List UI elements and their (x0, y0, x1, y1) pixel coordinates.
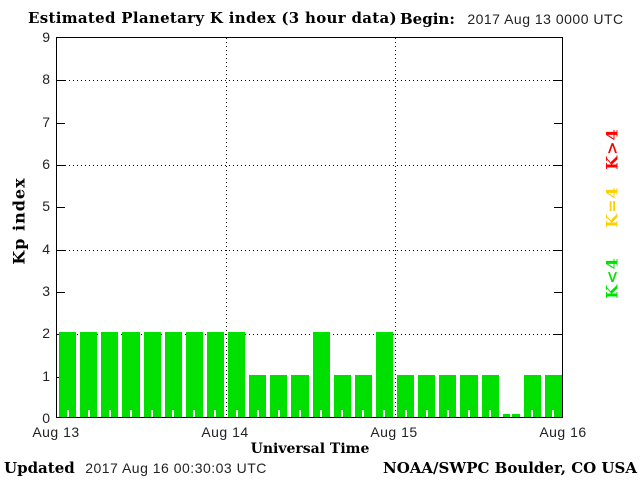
kp-bar-10 (270, 375, 288, 417)
kp-bar-20 (481, 375, 499, 417)
kp-bar-18 (439, 375, 457, 417)
x-axis-tick-22 (531, 410, 534, 417)
x-axis-tick-0 (66, 410, 69, 417)
kp-bar-14 (354, 375, 372, 417)
x-axis-tick-12 (320, 410, 323, 417)
kp-bar-6 (185, 332, 203, 417)
x-axis-tick-10 (277, 410, 280, 417)
x-axis-tick-18 (446, 410, 449, 417)
begin-value: 2017 Aug 13 0000 UTC (467, 11, 624, 27)
x-axis-tick-17 (425, 410, 428, 417)
kp-bar-19 (460, 375, 478, 417)
y-tick-label-4: 4 (42, 240, 50, 257)
y-tick-label-7: 7 (42, 113, 50, 130)
kp-bar-0 (59, 332, 77, 417)
y-tick-label-5: 5 (42, 198, 50, 215)
updated-value: 2017 Aug 16 00:30:03 UTC (85, 460, 267, 476)
x-axis-tick-15 (383, 410, 386, 417)
kp-bar-16 (397, 375, 415, 417)
kp-bar-17 (418, 375, 436, 417)
x-axis-tick-7 (214, 410, 217, 417)
kp-bar-9 (249, 375, 267, 417)
x-day-label-2: Aug 15 (370, 424, 418, 440)
kp-bar-8 (228, 332, 246, 417)
gridline-y-4 (57, 249, 562, 251)
kp-bar-7 (206, 332, 224, 417)
y-tick-label-8: 8 (42, 71, 50, 88)
kp-bar-2 (101, 332, 119, 417)
y-tick-left-8 (57, 80, 65, 82)
gridline-y-8 (57, 80, 562, 82)
x-axis-tick-23 (552, 410, 555, 417)
y-tick-label-6: 6 (42, 156, 50, 172)
y-tick-label-2: 2 (42, 325, 50, 342)
gridline-day-2 (395, 38, 396, 417)
y-tick-right-3 (554, 292, 562, 293)
plot-area (56, 37, 563, 418)
kp-bar-22 (523, 375, 541, 417)
kp-bar-4 (143, 332, 161, 417)
x-day-label-1: Aug 14 (201, 424, 249, 440)
x-axis-tick-14 (362, 410, 365, 417)
x-axis-tick-20 (489, 410, 492, 417)
chart-title: Estimated Planetary K index (3 hour data… (28, 9, 397, 27)
y-tick-label-9: 9 (42, 29, 50, 45)
y-tick-label-1: 1 (42, 367, 50, 384)
x-axis-tick-1 (87, 410, 90, 417)
legend-k-lt-4: K<4 (602, 257, 622, 299)
x-axis-tick-6 (193, 410, 196, 417)
y-tick-right-7 (554, 122, 562, 124)
y-tick-right-6 (554, 165, 562, 166)
x-axis-tick-3 (129, 410, 132, 417)
y-tick-right-8 (554, 80, 562, 82)
kp-bar-13 (333, 375, 351, 417)
credit-text: NOAA/SWPC Boulder, CO USA (382, 459, 637, 477)
y-tick-right-4 (554, 249, 562, 251)
y-tick-left-4 (57, 249, 65, 251)
x-axis-tick-4 (151, 410, 154, 417)
y-tick-right-2 (554, 334, 562, 336)
y-tick-left-5 (57, 207, 65, 209)
y-tick-right-5 (554, 207, 562, 209)
y-tick-left-6 (57, 165, 65, 166)
kp-bar-23 (544, 375, 562, 417)
kp-bar-11 (291, 375, 309, 417)
x-axis-tick-19 (467, 410, 470, 417)
y-axis-label: Kp index (9, 177, 29, 265)
y-tick-left-7 (57, 122, 65, 124)
gridline-day-1 (226, 38, 227, 417)
x-axis-tick-5 (172, 410, 175, 417)
x-axis-tick-16 (404, 410, 407, 417)
kp-bar-5 (164, 332, 182, 417)
x-axis-tick-8 (235, 410, 238, 417)
kp-bar-3 (122, 332, 140, 417)
x-axis-label: Universal Time (250, 441, 370, 457)
legend-k-eq-4: K=4 (602, 186, 622, 228)
legend-k-gt-4: K>4 (602, 128, 622, 170)
x-axis-tick-9 (256, 410, 259, 417)
y-tick-label-0: 0 (42, 410, 50, 426)
kp-bar-21 (502, 414, 520, 417)
x-day-label-3: Aug 16 (539, 424, 587, 440)
x-day-label-0: Aug 13 (32, 424, 80, 440)
kp-bar-15 (375, 332, 393, 417)
x-axis-tick-11 (298, 410, 301, 417)
gridline-y-6 (57, 165, 562, 166)
begin-label: Begin: (400, 10, 455, 28)
kp-bar-1 (80, 332, 98, 417)
x-axis-tick-21 (510, 414, 513, 417)
kp-bar-12 (312, 332, 330, 417)
y-tick-label-3: 3 (42, 283, 50, 299)
x-axis-tick-2 (108, 410, 111, 417)
begin-row: Begin: 2017 Aug 13 0000 UTC (400, 10, 624, 29)
updated-label: Updated (4, 459, 75, 477)
x-axis-tick-13 (341, 410, 344, 417)
y-tick-left-3 (57, 292, 65, 293)
gridline-y-2 (57, 334, 562, 336)
updated-timestamp: Updated 2017 Aug 16 00:30:03 UTC (4, 459, 267, 478)
